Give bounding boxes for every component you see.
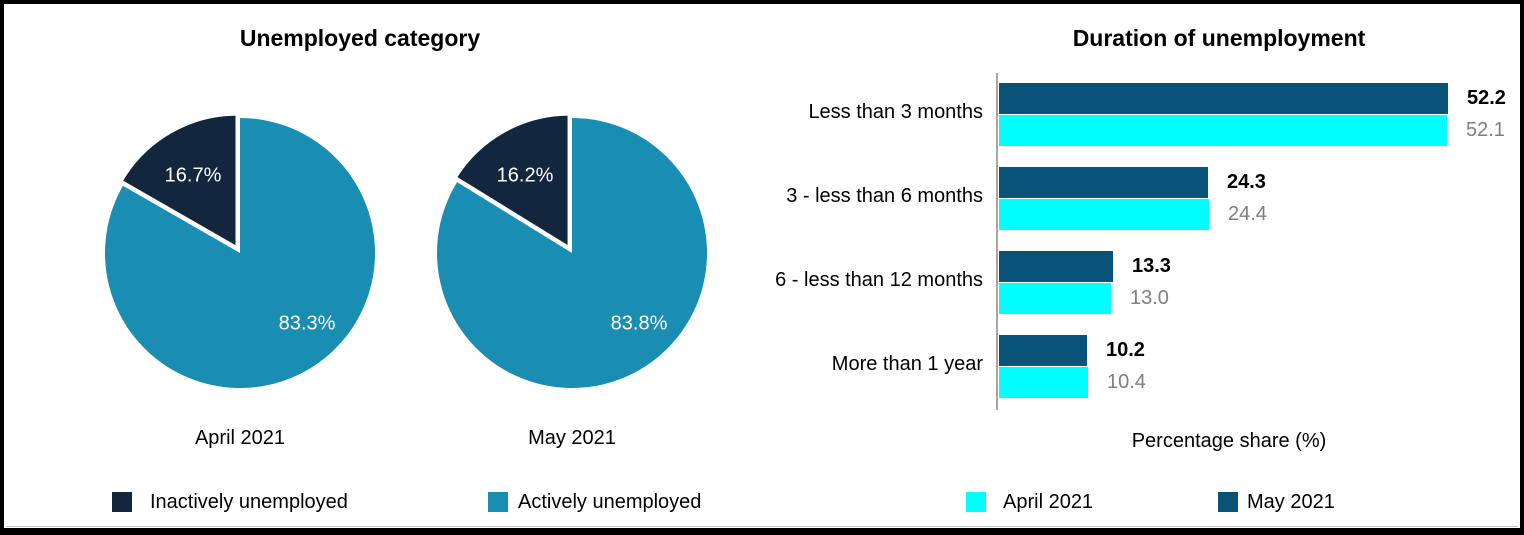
- bar-legend-swatch-1: [1218, 492, 1238, 512]
- bar-april: [999, 283, 1111, 314]
- bar-chart-y-axis: [996, 73, 998, 410]
- bar-value-april: 10.4: [1107, 371, 1146, 393]
- bar-value-april: 13.0: [1130, 287, 1169, 309]
- pie-slice-active: [437, 118, 708, 388]
- x-axis-label: Percentage share (%): [1131, 430, 1327, 452]
- bar-april: [999, 199, 1209, 230]
- pie-slice-active: [105, 118, 376, 388]
- bar-legend-label-0: April 2021: [1003, 491, 1094, 513]
- pie-legend-label-1: Actively unemployed: [518, 491, 702, 513]
- bar-may: [999, 83, 1448, 114]
- pie-value-inactive: 16.7%: [164, 164, 222, 187]
- bar-category-label: 3 - less than 6 months: [786, 185, 983, 207]
- bar-april: [999, 115, 1447, 146]
- pie-value-active: 83.3%: [278, 312, 336, 335]
- pie-legend-swatch-1: [488, 492, 508, 512]
- pie-value-active: 83.8%: [610, 312, 668, 335]
- pie-chart-april: [105, 111, 376, 388]
- bar-value-may: 10.2: [1106, 339, 1145, 361]
- bar-may: [999, 335, 1087, 366]
- bar-legend-label-1: May 2021: [1247, 491, 1335, 513]
- pie-legend-label-0: Inactively unemployed: [150, 491, 348, 513]
- bar-may: [999, 251, 1113, 282]
- bar-april: [999, 367, 1088, 398]
- bar-legend-swatch-0: [966, 492, 986, 512]
- pie-chart-may: [437, 111, 708, 388]
- figure-bottom-rule: [6, 526, 1518, 527]
- pie-slice-inactive: [451, 111, 572, 253]
- bar-category-label: Less than 3 months: [808, 101, 983, 123]
- bar-may: [999, 167, 1208, 198]
- pie-caption-may: May 2021: [528, 427, 616, 449]
- bar-value-april: 24.4: [1228, 203, 1267, 225]
- bar-value-may: 24.3: [1227, 171, 1266, 193]
- pie-legend-swatch-0: [112, 492, 132, 512]
- bar-value-april: 52.1: [1466, 119, 1505, 141]
- bar-value-may: 13.3: [1132, 255, 1171, 277]
- bar-value-may: 52.2: [1467, 87, 1506, 109]
- bar-category-label: More than 1 year: [831, 353, 983, 375]
- pie-panel-title: Unemployed category: [239, 25, 481, 51]
- bar-category-label: 6 - less than 12 months: [775, 269, 983, 291]
- pie-caption-april: April 2021: [194, 427, 286, 449]
- pie-slice-inactive: [117, 111, 240, 253]
- pie-value-inactive: 16.2%: [496, 164, 554, 187]
- bar-panel-title: Duration of unemployment: [1072, 25, 1366, 51]
